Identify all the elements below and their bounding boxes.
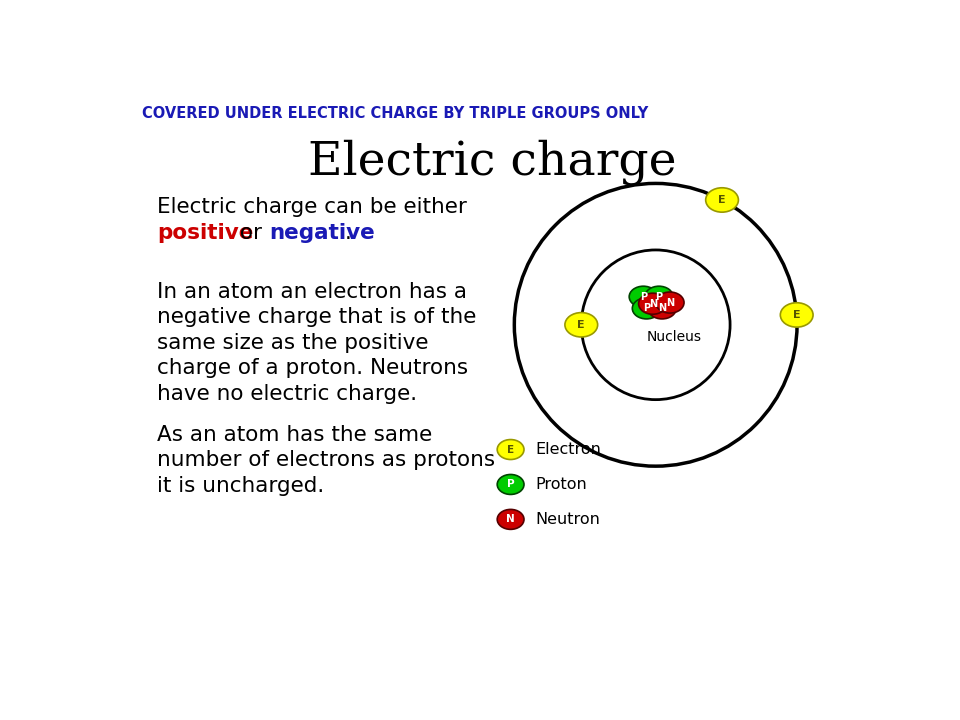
- Circle shape: [497, 439, 524, 459]
- Text: Electron: Electron: [535, 442, 601, 457]
- Text: .: .: [345, 222, 351, 243]
- Text: COVERED UNDER ELECTRIC CHARGE BY TRIPLE GROUPS ONLY: COVERED UNDER ELECTRIC CHARGE BY TRIPLE …: [142, 106, 649, 121]
- Text: P: P: [656, 292, 662, 302]
- Text: negative charge that is of the: negative charge that is of the: [157, 307, 476, 327]
- Text: Electric charge: Electric charge: [308, 139, 676, 185]
- Text: N: N: [658, 303, 666, 313]
- Circle shape: [780, 302, 813, 327]
- Text: N: N: [649, 299, 657, 309]
- Text: N: N: [506, 514, 515, 524]
- Text: same size as the positive: same size as the positive: [157, 333, 429, 353]
- Text: Nucleus: Nucleus: [647, 330, 702, 344]
- Text: In an atom an electron has a: In an atom an electron has a: [157, 282, 468, 302]
- Circle shape: [497, 510, 524, 529]
- Text: P: P: [643, 303, 650, 313]
- Text: N: N: [666, 297, 674, 307]
- Circle shape: [645, 287, 673, 307]
- Text: have no electric charge.: have no electric charge.: [157, 384, 418, 403]
- Text: or: or: [233, 222, 269, 243]
- Text: Neutron: Neutron: [535, 512, 600, 527]
- Circle shape: [629, 287, 658, 307]
- Circle shape: [633, 298, 660, 319]
- Circle shape: [706, 188, 738, 212]
- Circle shape: [656, 292, 684, 313]
- Circle shape: [638, 293, 667, 314]
- Text: P: P: [639, 292, 647, 302]
- Text: it is uncharged.: it is uncharged.: [157, 476, 324, 495]
- Circle shape: [648, 298, 676, 319]
- Text: E: E: [507, 444, 515, 454]
- Text: Electric charge can be either: Electric charge can be either: [157, 197, 468, 217]
- Circle shape: [497, 474, 524, 495]
- Text: E: E: [578, 320, 585, 330]
- Text: Proton: Proton: [535, 477, 587, 492]
- Text: As an atom has the same: As an atom has the same: [157, 425, 432, 444]
- Text: charge of a proton. Neutrons: charge of a proton. Neutrons: [157, 358, 468, 378]
- Text: number of electrons as protons: number of electrons as protons: [157, 450, 495, 470]
- Text: E: E: [793, 310, 801, 320]
- Text: negative: negative: [269, 222, 374, 243]
- Text: positive: positive: [157, 222, 253, 243]
- Circle shape: [564, 312, 598, 337]
- Text: E: E: [718, 195, 726, 205]
- Text: P: P: [507, 480, 515, 490]
